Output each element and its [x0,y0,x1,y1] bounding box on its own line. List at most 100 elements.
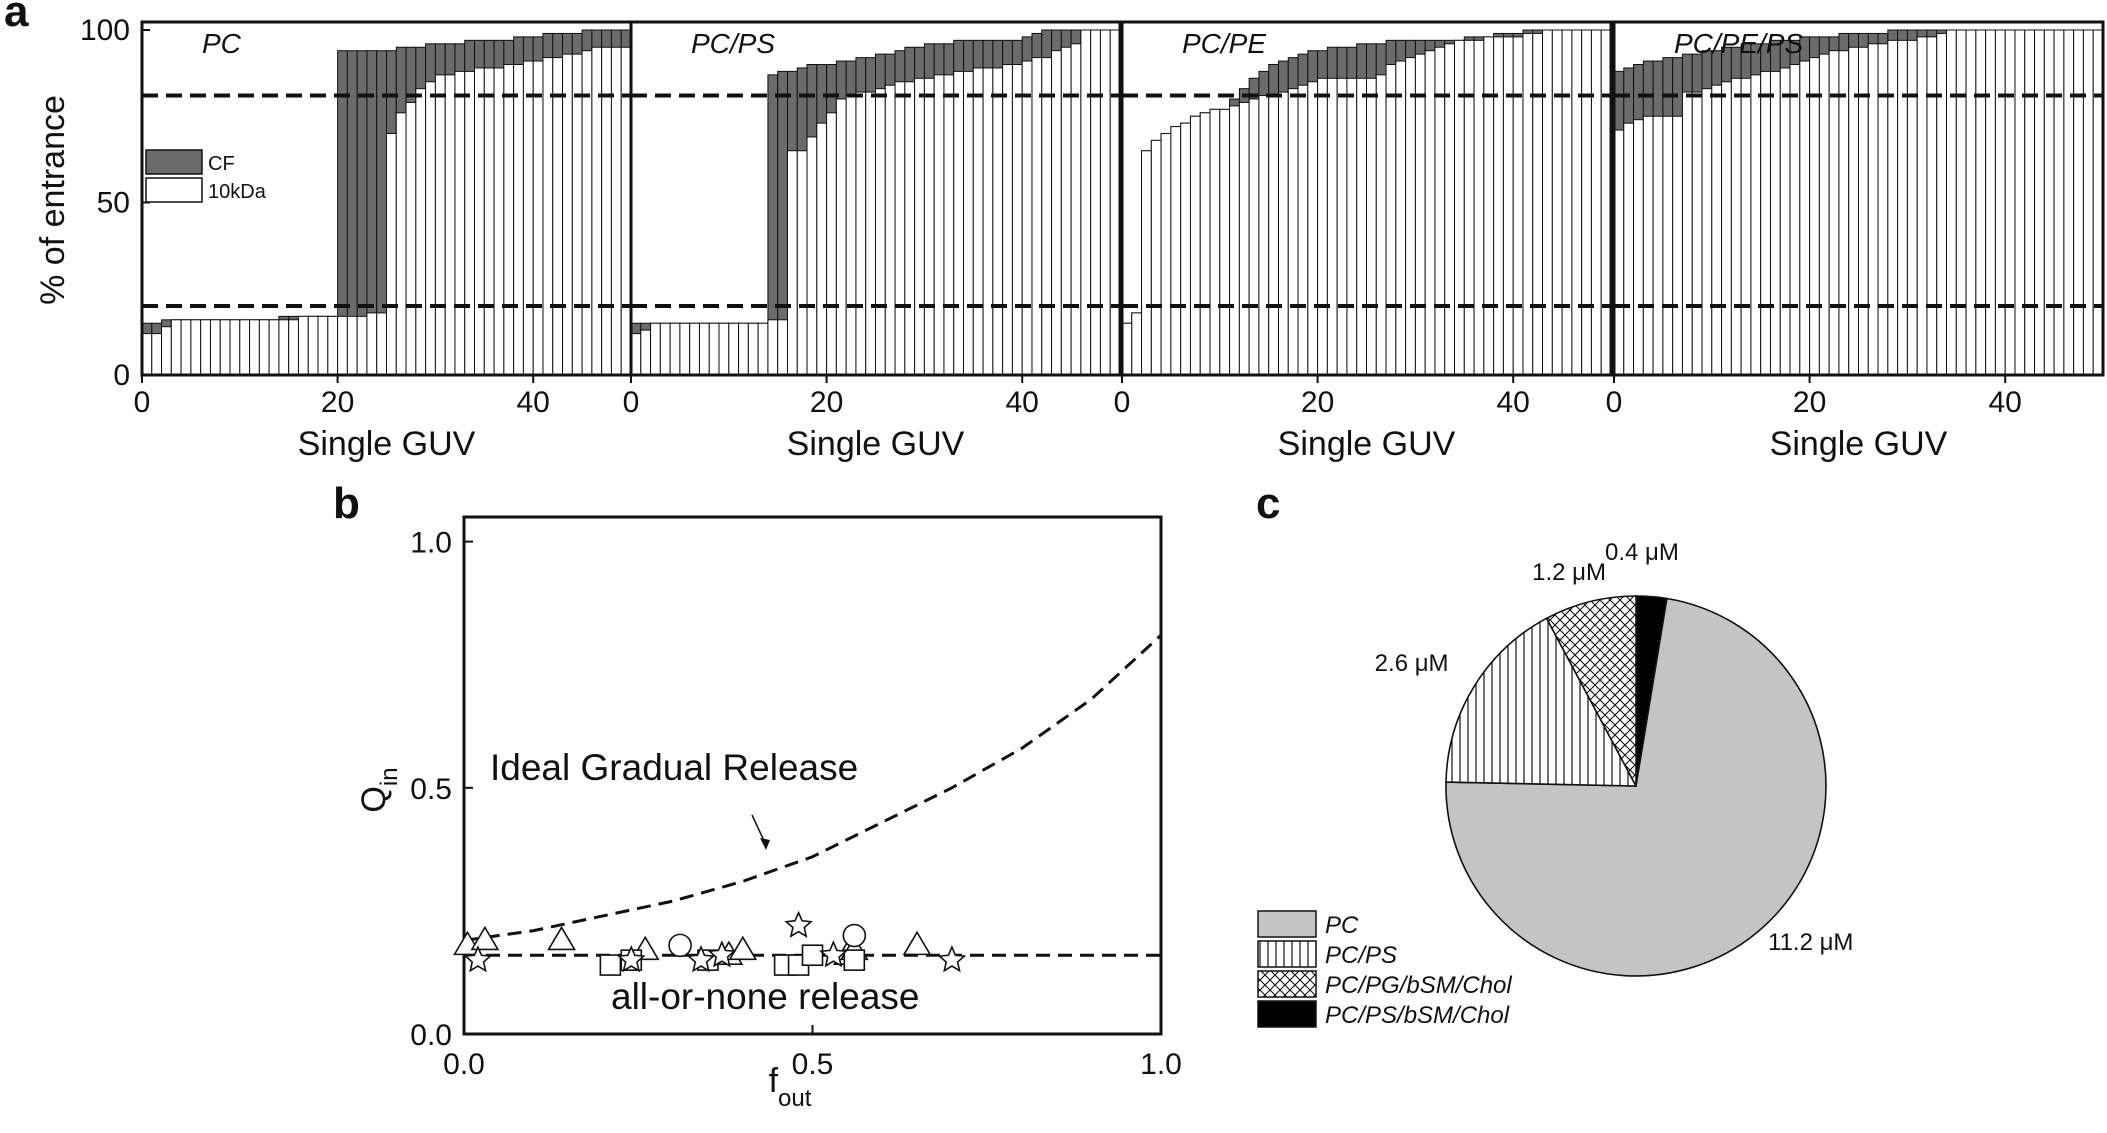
bar-10kda [1769,70,1781,376]
pie-label-pc: 11.2 μM [1768,929,1853,956]
point-square [599,954,622,976]
pie-legend-swatch-pc [1257,910,1317,938]
bar-10kda [1955,29,1967,376]
x-axis-title-a: Single GUV [1278,425,1456,463]
bar-10kda [356,315,368,376]
bar-10kda [1522,32,1534,376]
bar-10kda [943,74,955,376]
bar-10kda [1080,29,1092,376]
bar-10kda [747,322,759,376]
bar-10kda [278,319,290,376]
ideal-gradual-curve [463,634,1163,942]
bar-10kda [1297,84,1309,376]
x-tick-label-a: 0 [1114,386,1131,419]
bar-10kda [307,315,319,376]
annotation-arrowhead [760,838,770,850]
bar-10kda [933,74,945,376]
subpanel-title: PC [202,28,242,59]
bar-10kda [522,60,534,376]
bar-10kda [483,67,495,376]
legend-label-10kda: 10kDa [208,181,267,203]
subpanel-frame [1612,20,2105,377]
bar-10kda [1818,53,1830,376]
bar-10kda [1542,29,1553,376]
bar-10kda [1581,29,1592,376]
bar-10kda [366,312,378,376]
bar-10kda [1691,91,1703,376]
bar-10kda [1051,50,1062,376]
point-triangle [470,925,500,951]
bar-10kda [845,95,857,376]
bar-10kda [640,329,652,376]
subpanel-title: PC/PS [691,28,775,59]
bar-10kda [1750,74,1762,376]
x-tick-label-a: 40 [1497,386,1530,419]
bar-10kda [786,150,798,376]
bar-10kda [1590,29,1602,376]
bar-10kda [532,60,544,376]
bar-10kda [1287,88,1299,376]
bar-10kda [1926,36,1938,376]
bar-10kda [1502,36,1514,376]
annotation-ideal: Ideal Gradual Release [490,747,858,788]
legend-a: CF 10kDa [145,149,267,203]
bar-10kda [650,322,661,376]
pie-legend-swatch-pc-pg-bsm-chol [1257,970,1317,998]
bar-10kda [816,122,828,376]
bar-10kda [2004,29,2016,376]
bar-10kda [581,50,593,376]
bar-10kda [190,319,202,376]
pie-slice-pc-pg-bsm-chol [1545,595,1637,787]
bar-10kda [170,319,182,376]
bar-10kda [1493,36,1504,376]
bar-10kda [1346,77,1358,376]
bar-10kda [1405,57,1416,376]
x-tick-label-b: 0.0 [443,1048,485,1081]
bar-10kda [317,315,329,376]
bar-10kda [923,77,935,376]
bar-10kda [1571,29,1583,376]
bar-10kda [1189,115,1201,376]
x-tick-label-a: 20 [321,386,354,419]
bar-10kda [1838,50,1850,376]
y-axis-title-sub: in [376,767,403,786]
subpanel-a-4: PC/PE/PS 0 20 40 Single GUV [1606,20,2105,463]
x-tick-label-a: 20 [1301,386,1334,419]
bar-10kda [1828,50,1840,376]
bar-10kda [1779,67,1791,376]
x-tick-label-a: 20 [810,386,843,419]
bar-10kda [1946,29,1957,376]
bar-10kda [454,70,466,376]
bar-10kda [161,326,172,376]
bar-10kda [1473,39,1485,376]
subpanel-frame [629,20,1122,377]
point-triangle [902,930,932,956]
pie-legend-label-pc-ps-bsm-chol: PC/PS/bSM/Chol [1325,1002,1510,1029]
bar-10kda [884,84,896,376]
y-tick-label-a: 100 [80,14,130,47]
bar-10kda [1877,43,1889,376]
pie-label-pc-pg-bsm-chol: 1.2 μM [1532,559,1606,586]
bar-10kda [297,315,309,376]
bar-10kda [180,319,192,376]
y-tick-label-b: 0.0 [410,1019,452,1052]
bar-10kda [669,322,681,376]
bar-10kda [1906,39,1918,376]
bar-10kda [679,322,691,376]
bar-10kda [434,74,446,376]
annotation-all-or-none: all-or-none release [611,976,920,1017]
bar-10kda [1317,77,1328,376]
pie-legend-swatch-pc-ps-bsm-chol [1257,1000,1317,1028]
bar-10kda [1965,29,1977,376]
point-star [686,945,716,973]
y-tick-label-a: 0 [113,359,130,392]
subpanel-title: PC/PE [1182,28,1266,59]
bar-10kda [1623,122,1635,376]
subpanel-a-3: PC/PE 0 20 40 Single GUV [1114,20,1613,463]
bar-10kda [1011,64,1023,376]
subpanel-a-2: PC/PS 0 20 40 Single GUV [623,20,1122,463]
bar-10kda [1760,70,1771,376]
bar-10kda [1721,81,1732,376]
